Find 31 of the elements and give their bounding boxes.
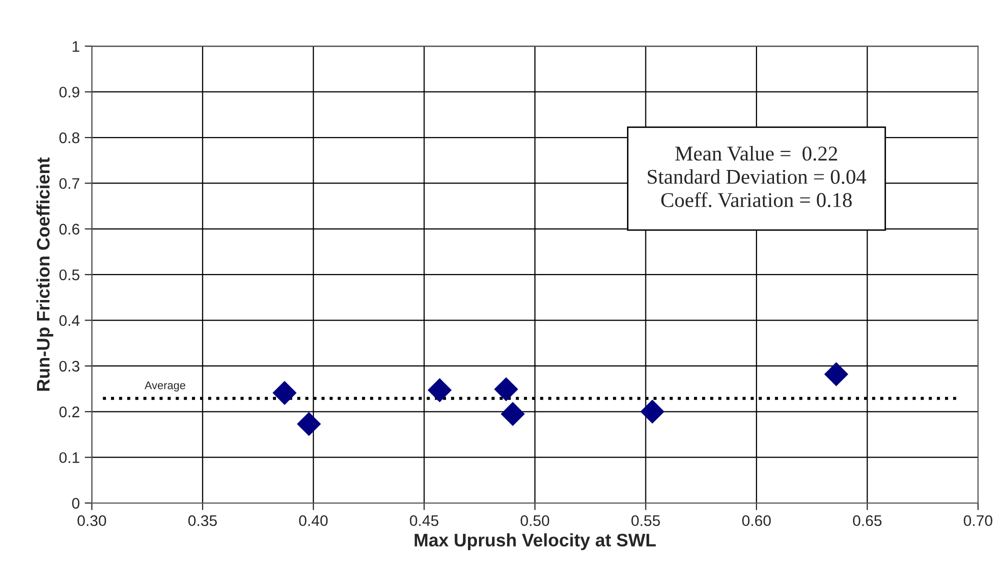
x-tick-label: 0.55 (631, 515, 660, 526)
series-label: Average (144, 382, 186, 392)
y-axis-title: Run-Up Friction Coefficient (36, 157, 54, 391)
point (824, 362, 848, 386)
x-axis-title: Max Uprush Velocity at SWL (414, 533, 656, 550)
y-tick-label: 0.1 (59, 452, 80, 464)
point (640, 400, 664, 424)
y-tick-label: 0.3 (59, 360, 80, 372)
y-tick-label: 0.4 (59, 315, 80, 326)
x-tick-label: 0.60 (742, 515, 771, 526)
x-tick-label: 0.40 (299, 515, 328, 526)
y-tick-label: 0.7 (59, 178, 80, 189)
y-tick-label: 0.9 (59, 86, 80, 98)
y-tick-label: 1 (72, 41, 80, 52)
x-tick-label: 0.30 (78, 515, 106, 526)
x-tick-label: 0.35 (188, 515, 217, 526)
x-tick-label: 0.70 (964, 515, 992, 526)
y-tick-label: 0 (72, 498, 80, 509)
point (272, 380, 297, 405)
y-tick-label: 0.8 (59, 132, 80, 144)
point (500, 402, 525, 426)
x-tick-label: 0.45 (410, 515, 438, 526)
y-tick-label: 0.6 (59, 224, 80, 235)
annotation: Mean Value = 0.22 Standard Deviation = 0.04 Coeff. Variation = 0.18 (648, 146, 866, 208)
point (296, 412, 321, 436)
point (494, 377, 518, 402)
y-tick-label: 0.2 (59, 406, 80, 418)
point (428, 378, 452, 402)
y-tick-label: 0.5 (59, 269, 80, 280)
x-tick-label: 0.65 (852, 515, 882, 526)
x-tick-label: 0.50 (520, 515, 550, 526)
